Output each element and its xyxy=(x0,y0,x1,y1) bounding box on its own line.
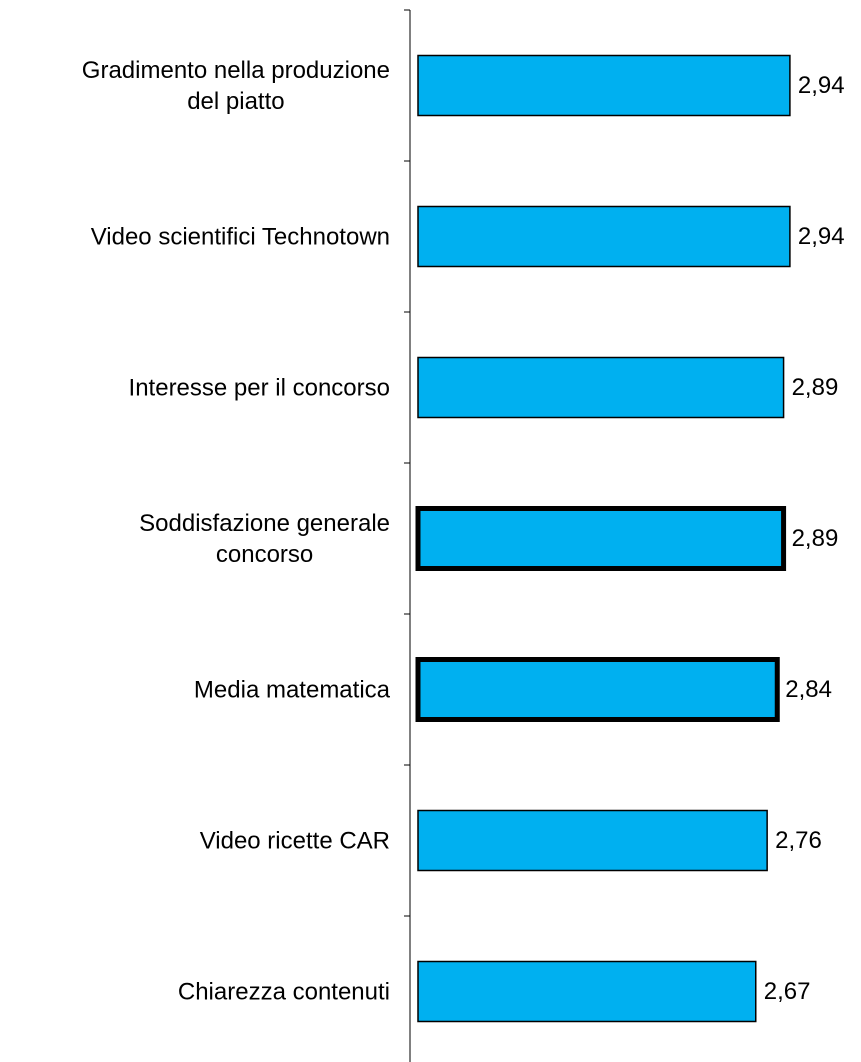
category-label: Media matematica xyxy=(193,676,390,703)
bar xyxy=(415,506,787,571)
category-label: Soddisfazione generale concorso xyxy=(139,509,390,568)
category-label-box: Interesse per il concorso xyxy=(129,372,390,403)
value-label: 2,84 xyxy=(785,675,832,703)
category-label: Chiarezza contenuti xyxy=(177,978,390,1005)
category-label-box: Chiarezza contenuti xyxy=(178,976,390,1007)
category-label: Gradimento nella produzione del piatto xyxy=(81,56,390,115)
bar xyxy=(417,960,757,1023)
bar xyxy=(415,657,780,722)
value-label: 2,89 xyxy=(791,524,839,552)
category-label-box: Video ricette CAR xyxy=(200,825,390,856)
bar xyxy=(417,809,768,872)
value-label: 2,94 xyxy=(797,71,845,99)
category-label-box: Gradimento nella produzione del piatto xyxy=(82,55,390,117)
bar xyxy=(417,356,785,419)
bar xyxy=(417,205,791,268)
value-label: 2,94 xyxy=(797,222,845,250)
category-label-box: Soddisfazione generale concorso xyxy=(139,508,390,570)
category-label-box: Media matematica xyxy=(194,674,390,705)
value-label: 2,76 xyxy=(775,826,822,854)
category-label: Video ricette CAR xyxy=(199,827,390,854)
category-label-box: Video scientifici Technotown xyxy=(91,221,390,252)
bar xyxy=(417,54,791,117)
category-label: Video scientifici Technotown xyxy=(90,223,390,250)
value-label: 2,67 xyxy=(763,977,811,1005)
category-label: Interesse per il concorso xyxy=(128,374,390,401)
value-label: 2,89 xyxy=(791,373,839,401)
